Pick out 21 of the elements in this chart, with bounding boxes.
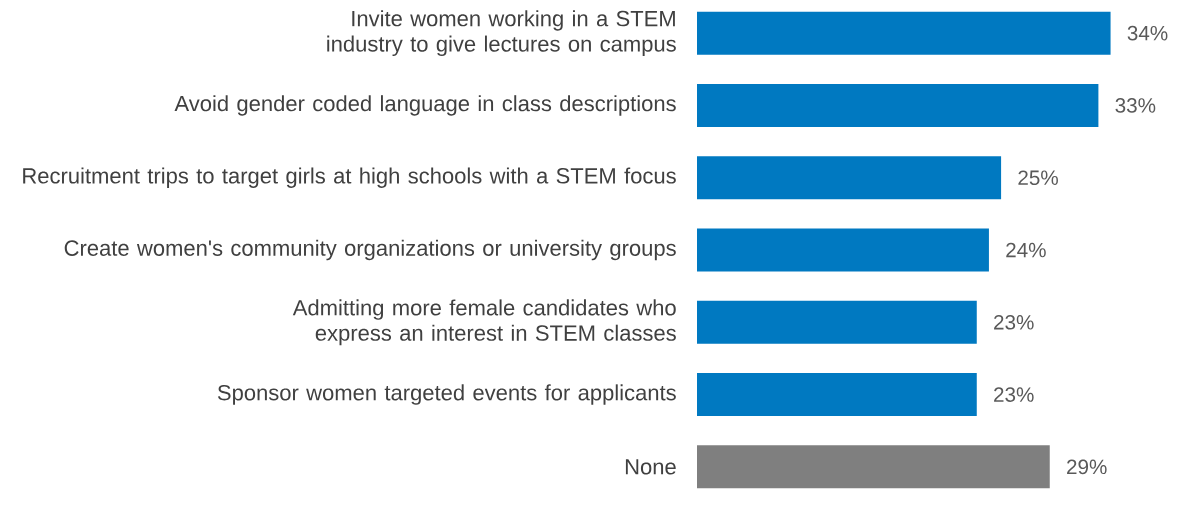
y-tick-label: Recruitment trips to target girls at high schools with a STEM focus	[23, 167, 676, 188]
bar	[697, 156, 1002, 200]
y-tick-label: Avoid gender coded language in class descriptions	[174, 95, 676, 116]
data-label: 34%	[1127, 25, 1168, 41]
bar	[697, 228, 989, 272]
y-tick-label: None	[625, 459, 676, 475]
data-label: 25%	[1018, 170, 1058, 186]
y-tick-label: Create women's community organizations or university groups	[64, 239, 676, 261]
data-label: 23%	[994, 387, 1034, 402]
data-label: 29%	[1067, 459, 1107, 475]
y-tick-label: Invite women working in a STEM industry to give lectures on campus	[327, 10, 676, 57]
data-label: 24%	[1006, 242, 1046, 258]
bar	[697, 373, 977, 417]
bar	[697, 83, 1099, 127]
bar	[697, 300, 977, 344]
data-label: 23%	[994, 314, 1034, 330]
bar	[697, 445, 1050, 489]
y-tick-label: Sponsor women targeted events for applicants	[217, 384, 676, 405]
y-tick-label: Admitting more female candidates who express an interest in STEM classes	[292, 299, 676, 346]
data-label: 33%	[1115, 98, 1156, 113]
bar	[697, 11, 1111, 55]
